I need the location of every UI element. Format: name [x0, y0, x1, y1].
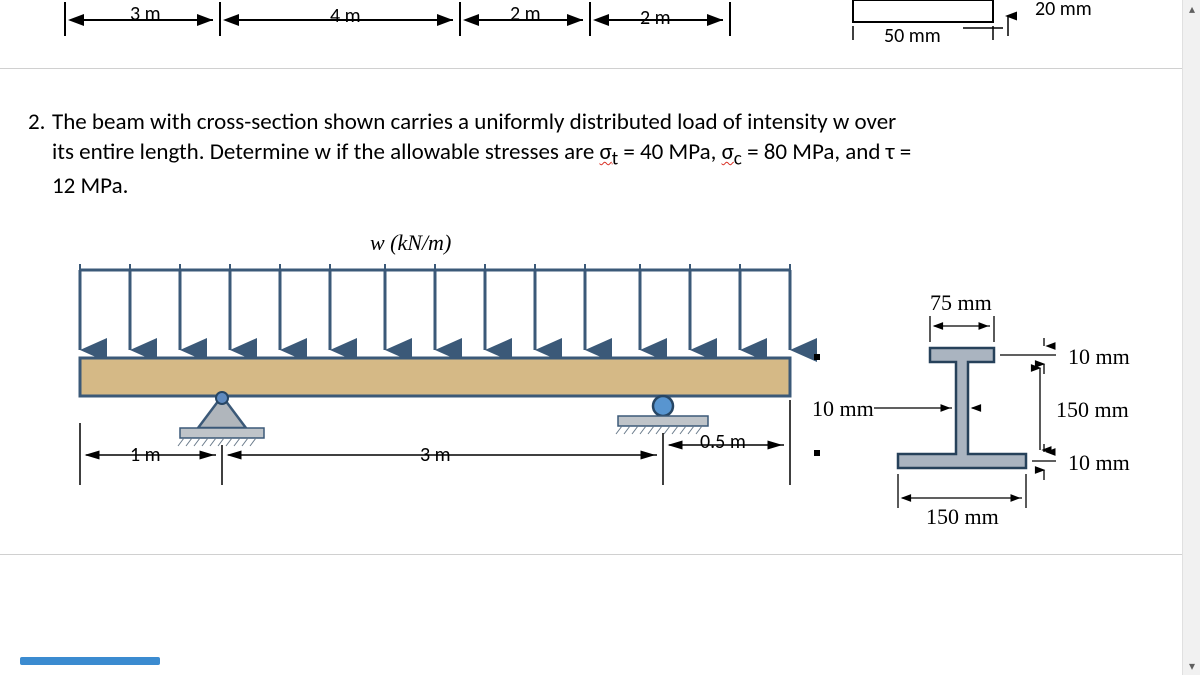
- section-divider: [0, 68, 1182, 69]
- dim-label: 50 mm: [884, 24, 941, 48]
- roller-support: [616, 396, 708, 434]
- problem-line: = 40 MPa,: [618, 138, 721, 166]
- section-dim-label: 150 mm: [1056, 397, 1129, 423]
- dim-label: 3 m: [130, 2, 161, 26]
- problem-statement: 2. The beam with cross-section shown car…: [14, 108, 1164, 202]
- problem-number: 2.: [28, 108, 45, 138]
- problem-line: 12 MPa.: [52, 172, 128, 200]
- problem-line: its entire length. Determine w if the al…: [52, 138, 600, 166]
- sigma-t: σt: [600, 138, 619, 166]
- dim-label: 2 m: [640, 6, 671, 30]
- section-dim-label: 75 mm: [930, 290, 992, 316]
- anchor-marker: [814, 354, 820, 360]
- anchor-marker: [814, 450, 820, 456]
- top-dimension-fragment: [0, 0, 1180, 50]
- sigma-c: σc: [722, 138, 742, 166]
- pin-support: [178, 392, 264, 446]
- beam-diagram: [0, 250, 820, 530]
- scroll-down-icon[interactable]: ▾: [1183, 657, 1200, 675]
- beam-dim-label: 0.5 m: [700, 430, 746, 454]
- section-dim-label: 150 mm: [926, 504, 999, 530]
- section-dim-label: 10 mm: [1068, 344, 1130, 370]
- section-dim-label: 10 mm: [812, 396, 874, 422]
- vertical-scrollbar[interactable]: ▴ ▾: [1182, 0, 1200, 675]
- problem-line: = 80 MPa, and τ =: [742, 138, 911, 166]
- dim-label: 2 m: [510, 2, 541, 26]
- beam-dim-label: 1 m: [130, 443, 161, 467]
- section-dim-label: 10 mm: [1068, 450, 1130, 476]
- dim-label: 20 mm: [1035, 0, 1092, 21]
- beam-dim-label: 3 m: [420, 443, 451, 467]
- dim-label: 4 m: [330, 4, 361, 28]
- scroll-up-icon[interactable]: ▴: [1183, 0, 1200, 18]
- document-page: { "topDims": { "labels": ["3 m", "4 m", …: [0, 0, 1200, 675]
- tab-indicator[interactable]: [20, 657, 160, 665]
- problem-line: The beam with cross-section shown carrie…: [52, 108, 896, 136]
- section-divider: [0, 554, 1182, 555]
